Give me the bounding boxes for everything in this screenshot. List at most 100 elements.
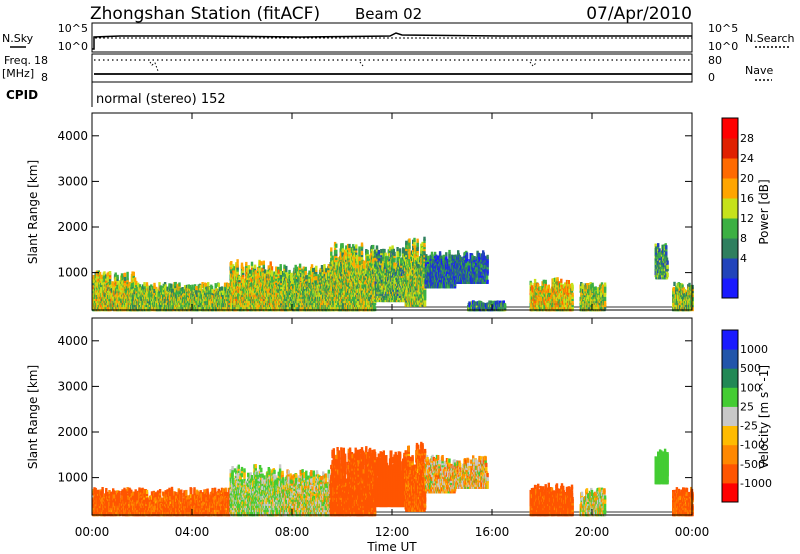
heatmap-cell — [298, 263, 302, 268]
heatmap-cell — [341, 243, 344, 248]
freq-panel-frame — [91, 53, 693, 83]
heatmap-cell — [92, 275, 95, 280]
heatmap-cell — [153, 295, 157, 300]
heatmap-cell — [201, 282, 204, 287]
heatmap-cell — [190, 287, 193, 292]
heatmap-cell — [220, 286, 224, 291]
heatmap-cell — [196, 297, 199, 302]
heatmap-cell — [201, 290, 204, 295]
heatmap-cell — [253, 264, 257, 269]
heatmap-cell — [153, 288, 156, 293]
heatmap-cell — [245, 261, 248, 267]
heatmap-cell — [221, 303, 224, 308]
heatmap-cell — [108, 281, 112, 286]
heatmap-cell — [116, 280, 119, 285]
heatmap-cell — [162, 294, 165, 299]
heatmap-cell — [146, 290, 149, 295]
heatmap-cell — [98, 271, 102, 277]
nave-label: Nave — [745, 64, 773, 77]
heatmap-cell — [105, 274, 108, 279]
heatmap-cell — [230, 261, 233, 266]
heatmap-cell — [124, 284, 127, 290]
freq-tick-bottom: 8 — [41, 71, 48, 84]
heatmap-cell — [285, 265, 288, 271]
heatmap-cell — [107, 294, 110, 300]
nsearch-tick-bottom: 10^0 — [708, 40, 738, 53]
heatmap-cell — [114, 272, 117, 277]
heatmap-cell — [238, 283, 242, 288]
heatmap-cell — [214, 283, 217, 288]
heatmap-cell — [123, 276, 127, 281]
heatmap-cell — [227, 283, 230, 288]
date-label: 07/Apr/2010 — [586, 4, 692, 24]
heatmap-cell — [126, 276, 129, 281]
heatmap-cell — [320, 265, 324, 270]
heatmap-cell — [195, 286, 198, 291]
heatmap-cell — [208, 298, 211, 303]
heatmap-cell — [238, 287, 242, 292]
heatmap-cell — [121, 276, 124, 281]
station-title: Zhongshan Station (fitACF) — [90, 4, 320, 24]
heatmap-cell — [99, 307, 102, 312]
heatmap-cell — [236, 263, 239, 268]
heatmap-cell — [304, 266, 307, 271]
beam-label: Beam 02 — [355, 5, 422, 23]
heatmap-cell — [158, 307, 162, 312]
heatmap-cell — [178, 282, 181, 287]
heatmap-cell — [310, 264, 314, 269]
nsky-trace — [92, 32, 692, 50]
heatmap-cell — [270, 266, 274, 271]
heatmap-cell — [262, 260, 265, 265]
heatmap-cell — [207, 282, 210, 287]
heatmap-cell — [182, 289, 185, 294]
heatmap-cell — [128, 282, 132, 287]
heatmap-cell — [210, 285, 214, 291]
heatmap-cell — [236, 259, 239, 264]
heatmap-cell — [335, 243, 338, 248]
power-panel — [92, 236, 694, 312]
heatmap-cell — [232, 264, 235, 269]
freq-tick-top: 18 — [34, 54, 48, 67]
heatmap-cell — [143, 282, 146, 287]
nsky-label: N.Sky — [2, 32, 34, 45]
heatmap-cell — [137, 282, 140, 287]
heatmap-cell — [170, 283, 173, 288]
heatmap-cell — [163, 282, 167, 287]
nsearch-label: N.Search — [745, 32, 795, 45]
heatmap-cell — [132, 271, 135, 276]
heatmap-cell — [103, 271, 106, 276]
heatmap-cell — [199, 284, 202, 289]
heatmap-cell — [270, 270, 274, 275]
heatmap-cell — [132, 278, 135, 283]
heatmap-cell — [260, 261, 263, 266]
heatmap-cell — [112, 286, 115, 291]
heatmap-cell — [269, 261, 272, 266]
heatmap-cell — [315, 265, 318, 270]
heatmap-cell — [174, 281, 177, 287]
nsky-tick-top: 10^5 — [58, 22, 88, 35]
heatmap-cell — [119, 292, 122, 297]
heatmap-cell — [240, 262, 244, 267]
heatmap-cell — [331, 255, 334, 260]
heatmap-cell — [279, 264, 282, 269]
heatmap-cell — [162, 283, 165, 288]
heatmap-cell — [148, 286, 152, 291]
freq-unit-label: [MHz] — [2, 67, 34, 80]
heatmap-cell — [131, 271, 134, 276]
heatmap-cell — [145, 282, 149, 287]
heatmap-cell — [183, 285, 187, 290]
heatmap-cell — [123, 272, 127, 277]
freq-trace-dips — [149, 61, 537, 72]
heatmap-cell — [150, 284, 153, 289]
heatmap-cell — [131, 283, 134, 288]
heatmap-cell — [295, 266, 299, 271]
heatmap-cell — [133, 288, 137, 293]
heatmap-cell — [203, 282, 207, 287]
heatmap-cell — [126, 271, 129, 276]
heatmap-cell — [168, 288, 172, 293]
heatmap-cell — [205, 283, 208, 288]
heatmap-cell — [230, 307, 233, 312]
heatmap-cell — [218, 287, 222, 292]
heatmap-cell — [100, 280, 104, 285]
